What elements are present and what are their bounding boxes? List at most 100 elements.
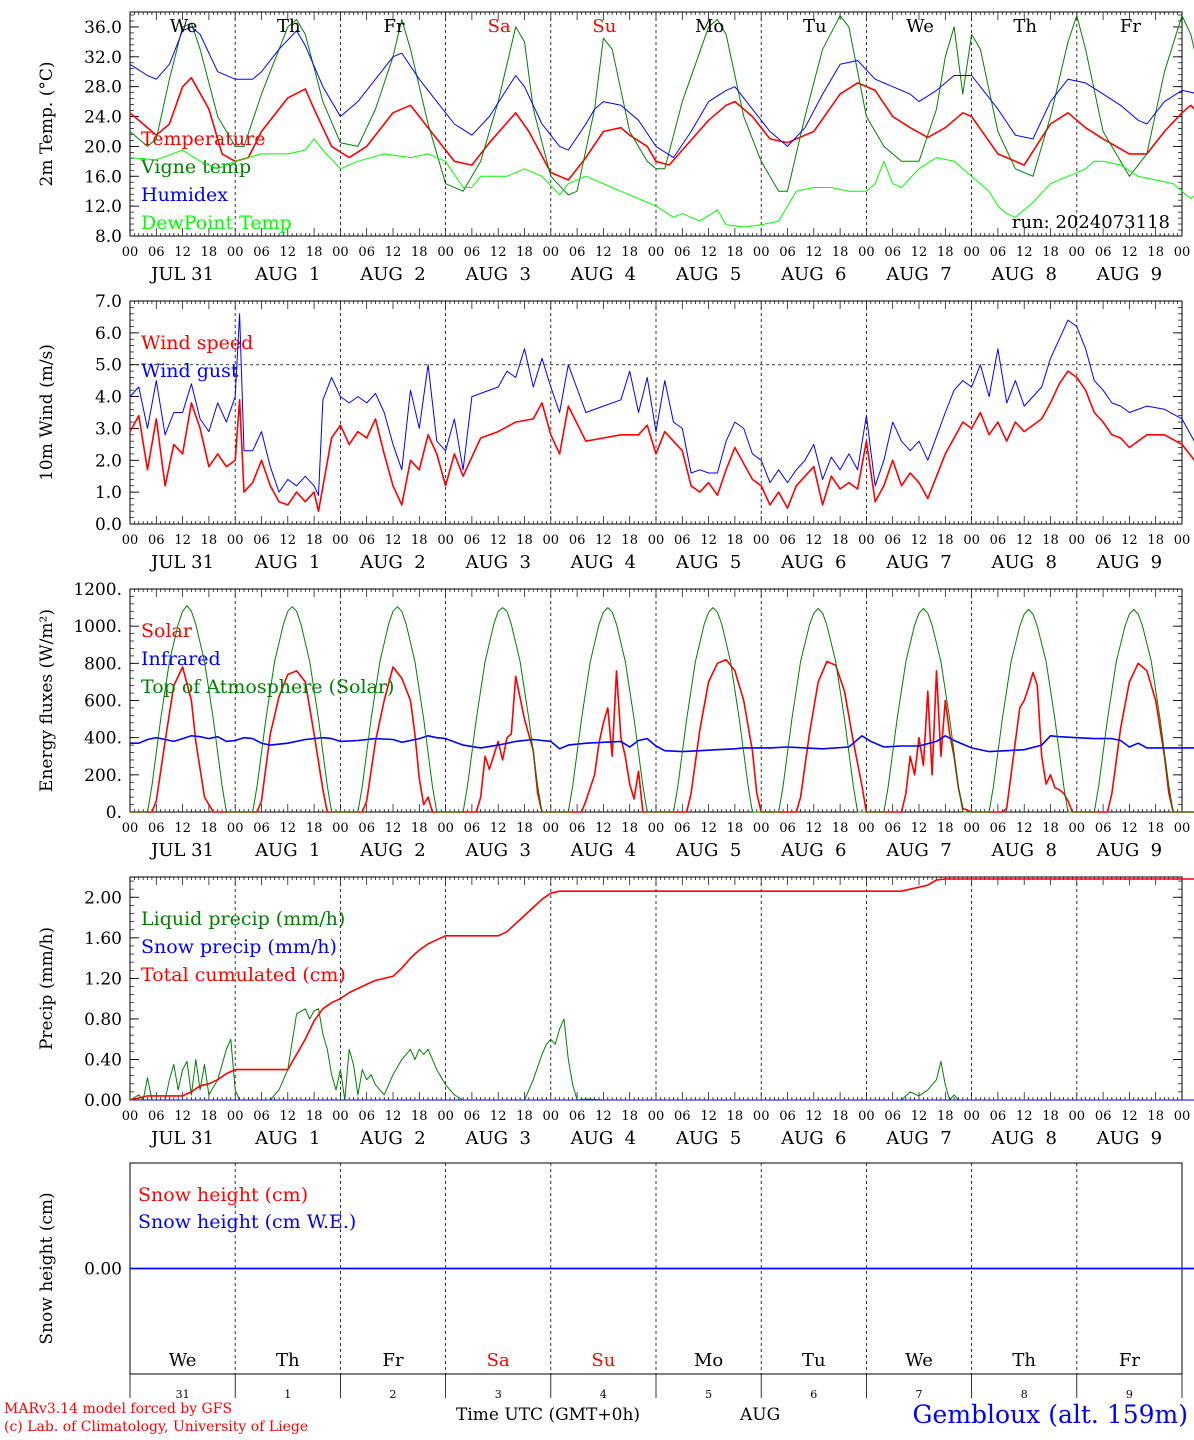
- day-name-label: Sa: [487, 1350, 510, 1371]
- day-number-label: 5: [705, 1388, 712, 1401]
- hour-tick-label: 12: [1016, 533, 1033, 548]
- date-label: AUG 9: [1096, 1128, 1162, 1149]
- y-tick-label: 6.0: [95, 324, 122, 344]
- hour-tick-label: 18: [621, 821, 638, 836]
- hour-tick-label: 06: [779, 1109, 796, 1124]
- hour-tick-label: 06: [884, 245, 901, 260]
- hour-tick-label: 12: [1016, 1109, 1033, 1124]
- hour-tick-label: 18: [1147, 821, 1164, 836]
- legend-entry: Snow height (cm): [138, 1184, 308, 1206]
- date-label: AUG 6: [780, 840, 846, 861]
- y-tick-label: 4.0: [95, 388, 122, 408]
- hour-tick-label: 06: [1095, 821, 1112, 836]
- hour-tick-label: 00: [437, 821, 454, 836]
- hour-tick-label: 12: [911, 1109, 928, 1124]
- hour-tick-label: 00: [227, 1109, 244, 1124]
- hour-tick-label: 00: [753, 533, 770, 548]
- hour-tick-label: 18: [937, 245, 954, 260]
- date-label: AUG 3: [464, 552, 530, 573]
- hour-tick-label: 06: [464, 821, 481, 836]
- hour-tick-label: 12: [700, 245, 717, 260]
- legend-entry: Top of Atmosphere (Solar): [141, 676, 394, 698]
- hour-tick-label: 00: [122, 245, 139, 260]
- y-tick-label: 0.40: [84, 1050, 122, 1070]
- y-tick-label: 20.0: [84, 137, 122, 157]
- date-label: AUG 5: [675, 264, 741, 285]
- day-name-label: Sa: [488, 16, 511, 37]
- date-label: AUG 1: [254, 264, 320, 285]
- hour-tick-label: 06: [253, 821, 270, 836]
- hour-tick-label: 18: [201, 821, 218, 836]
- hour-tick-label: 18: [306, 245, 323, 260]
- y-axis-label: 10m Wind (m/s): [37, 344, 57, 481]
- hour-tick-label: 00: [332, 821, 349, 836]
- legend-entry: DewPoint Temp: [141, 212, 292, 234]
- date-label: JUL 31: [149, 552, 214, 573]
- y-tick-label: 36.0: [84, 18, 122, 38]
- y-tick-label: 0.00: [84, 1091, 122, 1111]
- day-number-label: 6: [810, 1388, 817, 1401]
- hour-tick-label: 00: [1174, 821, 1191, 836]
- hour-tick-label: 12: [806, 821, 823, 836]
- hour-tick-label: 06: [358, 1109, 375, 1124]
- hour-tick-label: 12: [280, 533, 297, 548]
- y-tick-label: 28.0: [84, 78, 122, 98]
- hour-tick-label: 00: [543, 533, 560, 548]
- hour-tick-label: 18: [201, 1109, 218, 1124]
- model-credit: MARv3.14 model forced by GFS: [4, 1401, 233, 1417]
- series-line-temperature: [129, 76, 1194, 181]
- legend-entry: Wind speed: [141, 332, 253, 354]
- y-tick-label: 600.: [84, 692, 122, 712]
- hour-tick-label: 12: [1121, 533, 1138, 548]
- legend-entry: Snow height (cm W.E.): [138, 1211, 356, 1233]
- series-line-solar: [130, 658, 1194, 813]
- hour-tick-label: 00: [858, 245, 875, 260]
- hour-tick-label: 12: [700, 533, 717, 548]
- day-name-label: Fr: [382, 1350, 403, 1371]
- hour-tick-label: 06: [358, 533, 375, 548]
- date-label: AUG 1: [254, 1128, 320, 1149]
- hour-tick-label: 12: [490, 245, 507, 260]
- hour-tick-label: 18: [727, 533, 744, 548]
- hour-tick-label: 00: [332, 533, 349, 548]
- hour-tick-label: 18: [306, 821, 323, 836]
- hour-tick-label: 12: [385, 533, 402, 548]
- hour-tick-label: 00: [543, 1109, 560, 1124]
- hour-tick-label: 00: [227, 245, 244, 260]
- day-number-label: 7: [916, 1388, 923, 1401]
- y-tick-label: 16.0: [84, 167, 122, 187]
- hour-tick-label: 06: [884, 821, 901, 836]
- date-label: AUG 2: [359, 1128, 425, 1149]
- hour-tick-label: 06: [674, 245, 691, 260]
- hour-tick-label: 06: [358, 821, 375, 836]
- y-tick-label: 2.00: [84, 888, 122, 908]
- date-label: AUG 6: [780, 1128, 846, 1149]
- day-number-label: 3: [495, 1388, 502, 1401]
- hour-tick-label: 06: [674, 821, 691, 836]
- hour-tick-label: 18: [937, 821, 954, 836]
- hour-tick-label: 06: [779, 245, 796, 260]
- hour-tick-label: 00: [1174, 245, 1191, 260]
- y-axis-label: Precip (mm/h): [37, 927, 57, 1050]
- hour-tick-label: 06: [148, 821, 165, 836]
- y-axis-label: Snow height (cm): [37, 1192, 57, 1344]
- hour-tick-label: 18: [516, 1109, 533, 1124]
- day-name-label: Mo: [695, 16, 724, 37]
- hour-tick-label: 18: [306, 1109, 323, 1124]
- hour-tick-label: 00: [437, 533, 454, 548]
- y-tick-label: 0.80: [84, 1010, 122, 1030]
- hour-tick-label: 18: [727, 1109, 744, 1124]
- hour-tick-label: 12: [1016, 245, 1033, 260]
- hour-tick-label: 00: [437, 245, 454, 260]
- day-number-label: 4: [600, 1388, 607, 1401]
- y-tick-label: 0.0: [95, 515, 122, 535]
- date-label: AUG 8: [990, 1128, 1056, 1149]
- y-tick-label: 200.: [84, 766, 122, 786]
- hour-tick-label: 18: [201, 245, 218, 260]
- day-name-label: Tu: [803, 16, 827, 37]
- hour-tick-label: 12: [911, 821, 928, 836]
- hour-tick-label: 06: [148, 245, 165, 260]
- date-label: AUG 1: [254, 552, 320, 573]
- day-name-label: Fr: [383, 16, 404, 37]
- hour-tick-label: 12: [385, 821, 402, 836]
